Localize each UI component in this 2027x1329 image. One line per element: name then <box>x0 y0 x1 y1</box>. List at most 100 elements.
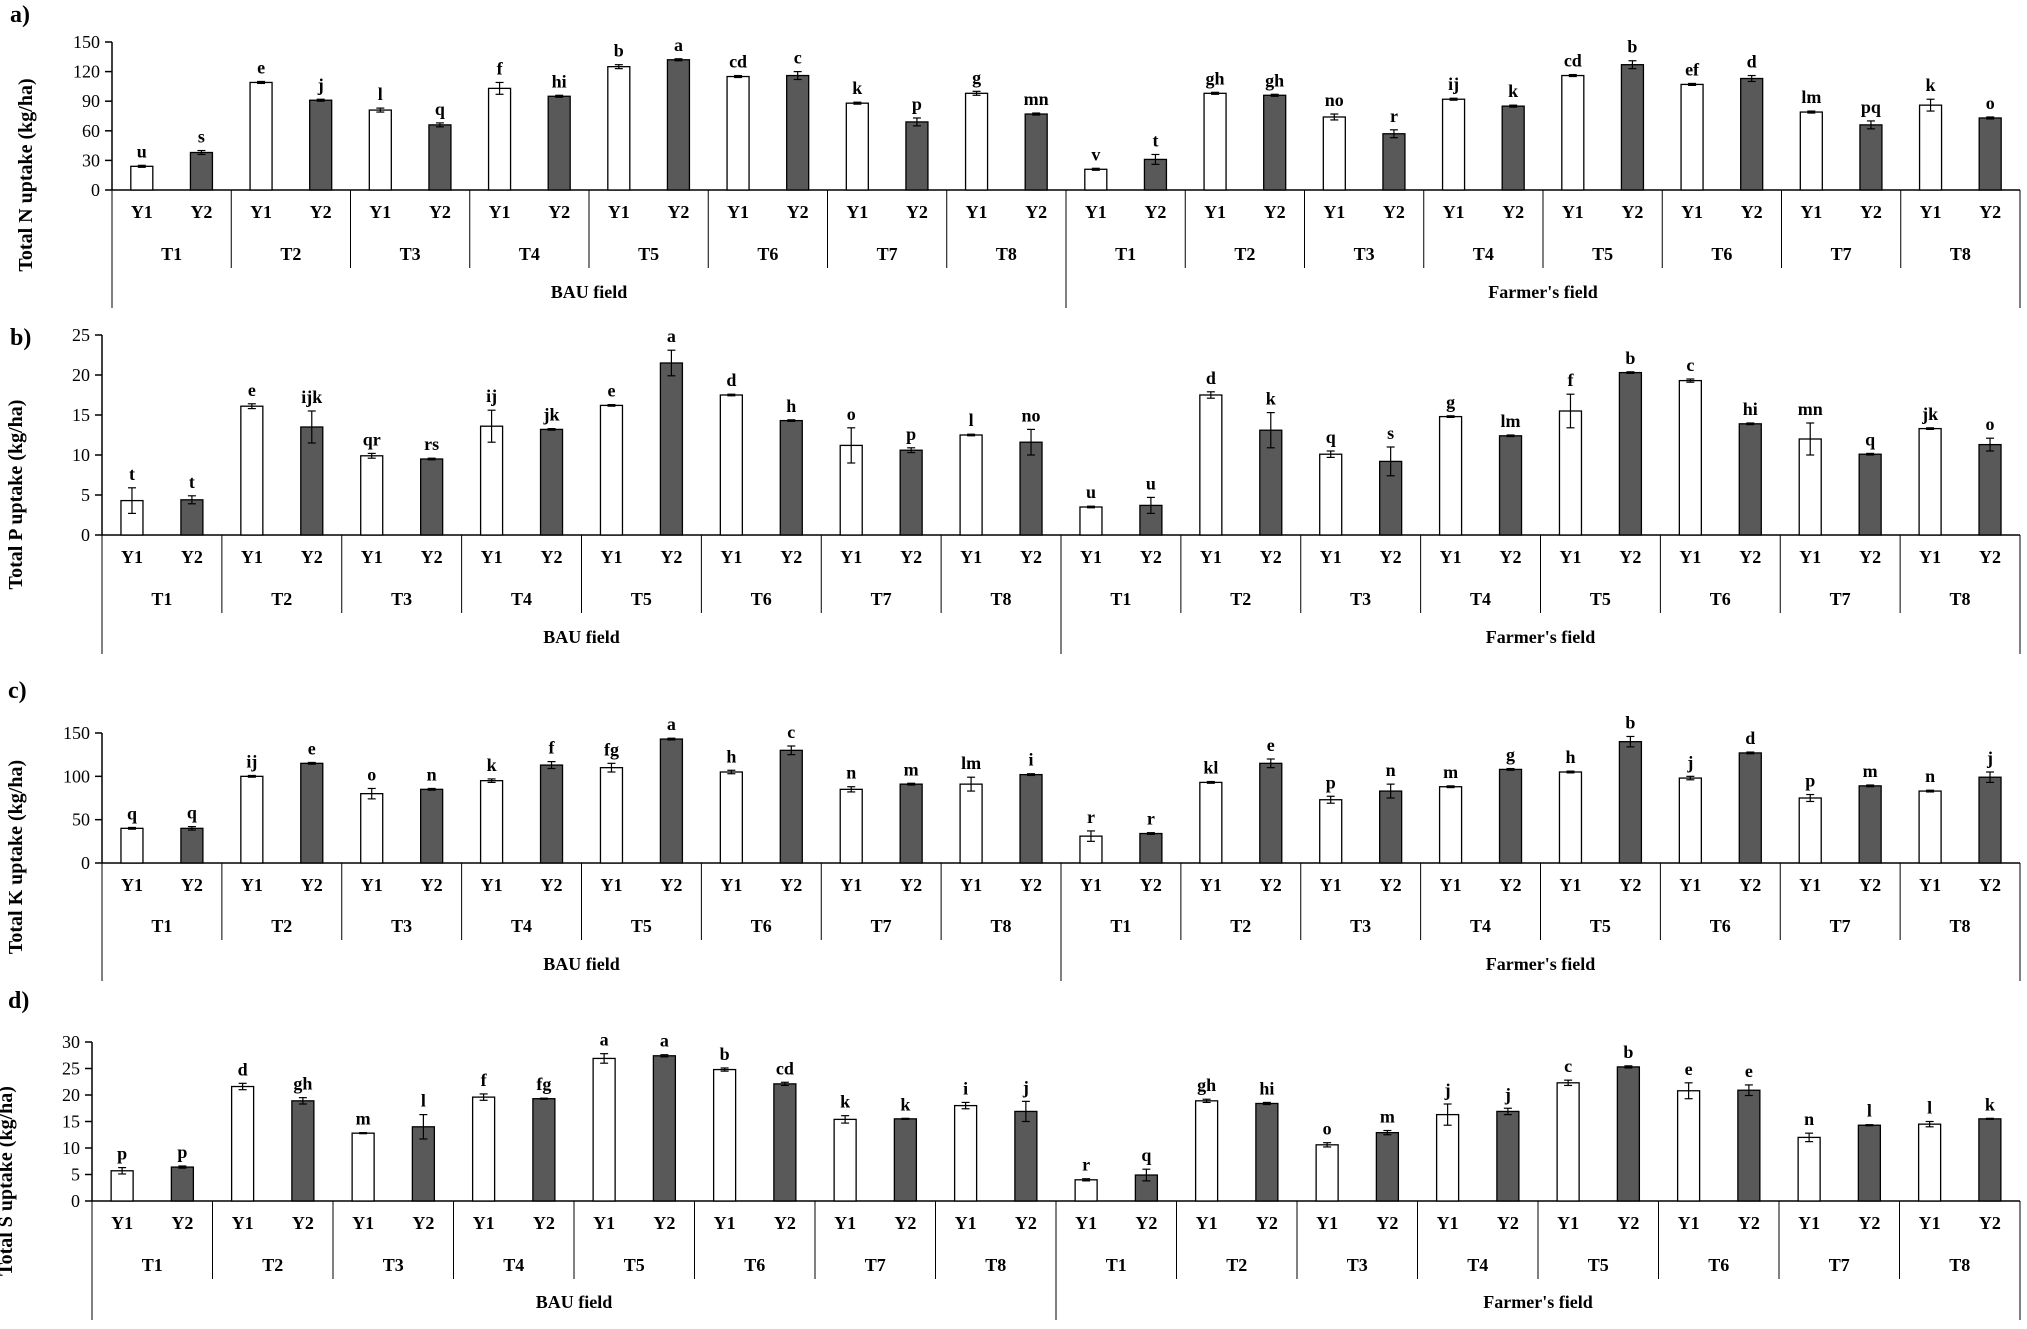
bar <box>1799 111 1823 191</box>
year-label: Y2 <box>301 547 323 567</box>
significance-letter: k <box>1266 389 1276 409</box>
bar <box>1858 785 1882 864</box>
significance-letter: a <box>674 35 683 55</box>
significance-letter: a <box>660 1031 669 1051</box>
significance-letter: p <box>1326 772 1336 792</box>
treatment-label: T3 <box>391 589 412 609</box>
significance-letter: gh <box>293 1074 312 1094</box>
significance-letter: mn <box>1798 399 1823 419</box>
y-tick-label: 90 <box>82 91 100 111</box>
y-tick-label: 20 <box>72 365 90 385</box>
significance-letter: b <box>1627 37 1637 57</box>
bar <box>1199 781 1223 864</box>
significance-letter: l <box>378 84 383 104</box>
significance-letter: m <box>1443 762 1458 782</box>
treatment-label: T3 <box>400 244 421 264</box>
significance-letter: q <box>1141 1145 1151 1165</box>
year-label: Y2 <box>1383 202 1405 222</box>
year-label: Y2 <box>1859 875 1881 895</box>
significance-letter: k <box>840 1092 850 1112</box>
bar <box>1918 427 1942 536</box>
y-tick-label: 10 <box>72 445 90 465</box>
significance-letter: q <box>435 99 445 119</box>
significance-letter: d <box>1747 52 1757 72</box>
year-label: Y2 <box>1739 875 1761 895</box>
y-axis-title: Total N uptake (kg/ha) <box>15 78 37 271</box>
bar <box>1259 762 1283 864</box>
year-label: Y2 <box>1256 1213 1278 1233</box>
bar <box>1435 1113 1460 1202</box>
bar <box>1738 423 1762 536</box>
significance-letter: f <box>549 738 556 758</box>
year-label: Y1 <box>1919 547 1941 567</box>
y-tick-label: 0 <box>81 853 90 873</box>
treatment-label: T5 <box>1588 1255 1609 1275</box>
bar <box>659 738 684 864</box>
year-label: Y2 <box>900 547 922 567</box>
bar <box>899 449 923 536</box>
treatment-label: T8 <box>1950 589 1971 609</box>
significance-letter: ij <box>1448 74 1459 94</box>
bar <box>1199 394 1223 536</box>
treatment-label: T6 <box>757 244 778 264</box>
significance-letter: t <box>189 472 195 492</box>
bar <box>309 99 333 191</box>
year-label: Y2 <box>292 1213 314 1233</box>
bar <box>1737 1089 1761 1202</box>
significance-letter: j <box>1504 1084 1511 1104</box>
year-label: Y2 <box>1500 547 1522 567</box>
significance-letter: pq <box>1861 97 1881 117</box>
significance-letter: hi <box>1259 1078 1274 1098</box>
significance-letter: mn <box>1024 89 1049 109</box>
year-label: Y2 <box>906 202 928 222</box>
bar <box>1438 786 1463 864</box>
treatment-label: T7 <box>1831 244 1852 264</box>
significance-letter: f <box>1567 370 1574 390</box>
bar <box>189 151 214 191</box>
year-label: Y1 <box>1200 875 1222 895</box>
year-label: Y1 <box>1920 202 1942 222</box>
bar <box>1019 441 1043 536</box>
bar <box>964 92 989 191</box>
significance-letter: n <box>846 763 856 783</box>
significance-letter: m <box>356 1109 371 1129</box>
year-label: Y1 <box>1204 202 1226 222</box>
treatment-label: T5 <box>1590 916 1611 936</box>
significance-letter: q <box>1865 429 1875 449</box>
bar <box>719 394 743 536</box>
year-label: Y1 <box>1320 547 1342 567</box>
year-label: Y1 <box>720 547 742 567</box>
significance-letter: e <box>1267 735 1275 755</box>
significance-letter: p <box>117 1144 127 1164</box>
treatment-label: T6 <box>1711 244 1732 264</box>
treatment-label: T4 <box>511 916 532 936</box>
bar <box>599 404 624 536</box>
year-label: Y1 <box>1799 875 1821 895</box>
year-label: Y1 <box>1440 875 1462 895</box>
bar <box>839 788 863 864</box>
y-tick-label: 150 <box>73 32 100 52</box>
year-label: Y1 <box>1316 1213 1338 1233</box>
panel-3: c) Total K uptake (kg/ha) 0 50 100 150 q Y1 q Y2 T… <box>5 678 2021 981</box>
year-label: Y2 <box>1979 1213 2001 1233</box>
significance-letter: r <box>1082 1155 1090 1175</box>
year-label: Y1 <box>840 875 862 895</box>
significance-letter: lm <box>1501 411 1521 431</box>
bar <box>360 793 384 864</box>
significance-letter: j <box>317 75 324 95</box>
year-label: Y1 <box>846 202 868 222</box>
significance-letter: e <box>257 57 265 77</box>
significance-letter: t <box>1152 130 1158 150</box>
year-label: Y1 <box>834 1213 856 1233</box>
significance-letter: b <box>614 41 624 61</box>
bar <box>1918 104 1943 191</box>
treatment-label: T1 <box>1110 589 1131 609</box>
significance-letter: a <box>600 1030 609 1050</box>
year-label: Y1 <box>250 202 272 222</box>
significance-letter: o <box>1986 93 1995 113</box>
bar <box>240 405 264 536</box>
year-label: Y1 <box>241 875 263 895</box>
significance-letter: n <box>1386 760 1396 780</box>
significance-letter: j <box>1444 1080 1451 1100</box>
bar <box>1498 768 1523 864</box>
